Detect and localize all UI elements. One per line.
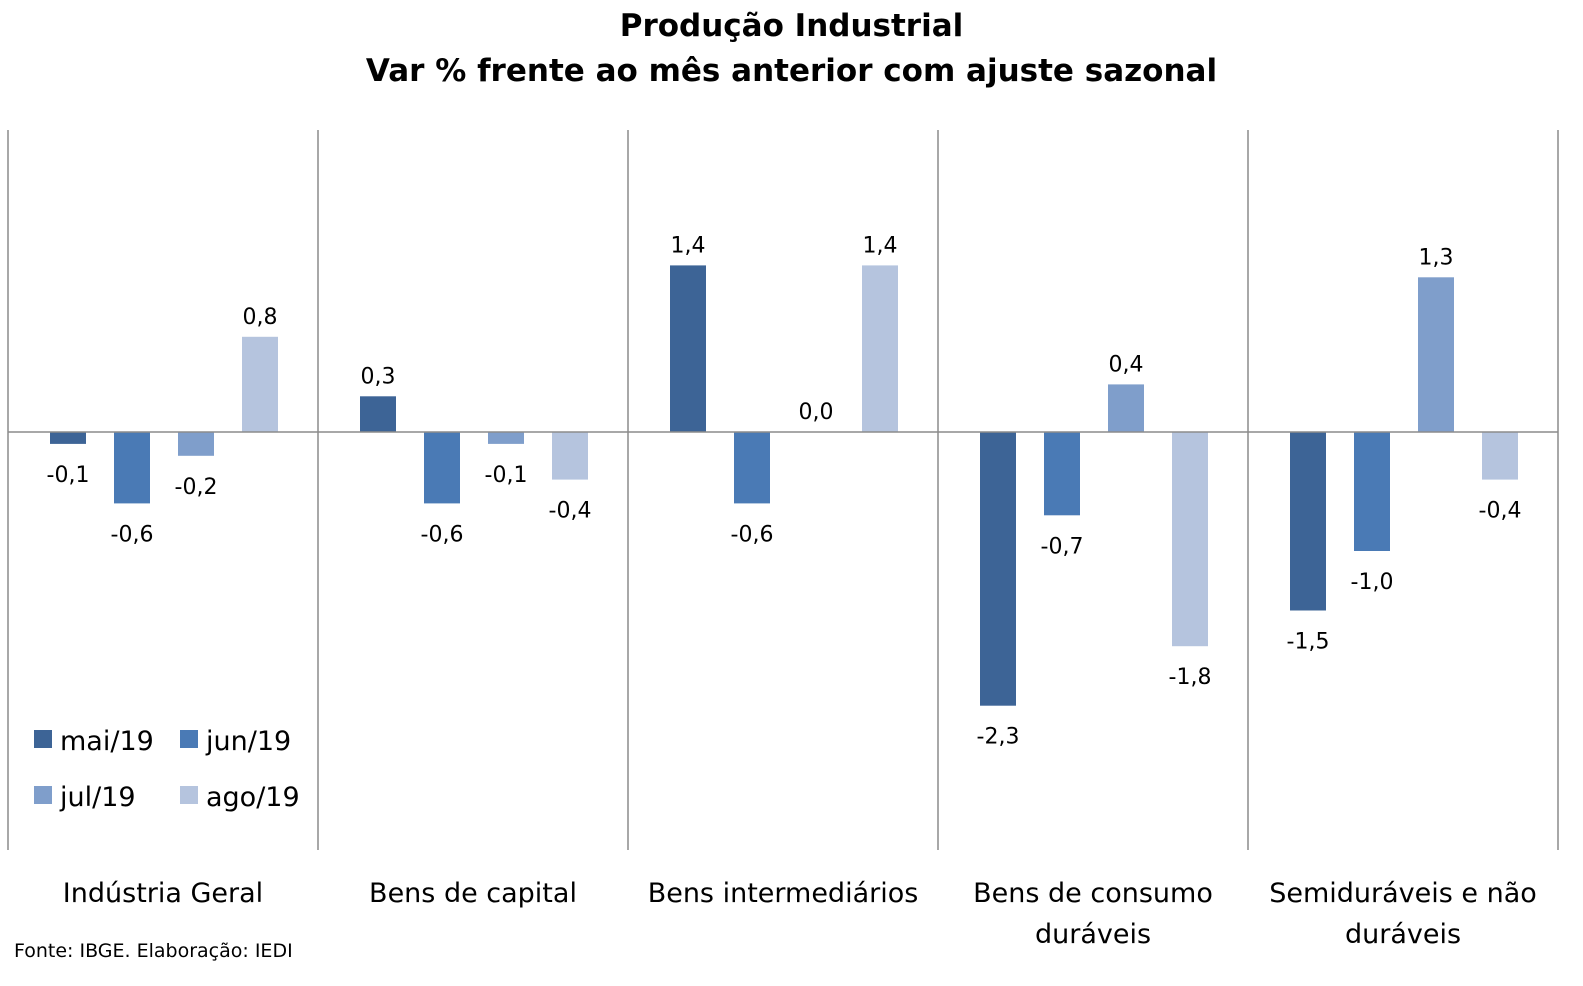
data-label: -0,6 (111, 522, 154, 547)
data-label: -0,1 (485, 463, 528, 488)
bar (488, 432, 524, 444)
data-label: 1,4 (671, 233, 706, 258)
data-label: 0,3 (361, 364, 396, 389)
bar (980, 432, 1016, 706)
legend-label: mai/19 (60, 726, 154, 757)
chart-subtitle: Var % frente ao mês anterior com ajuste … (365, 53, 1218, 89)
data-label: -0,7 (1041, 534, 1084, 559)
data-label: -0,4 (549, 499, 592, 524)
bar (360, 396, 396, 432)
bar (50, 432, 86, 444)
data-label: 0,0 (799, 400, 834, 425)
bar (1418, 277, 1454, 432)
data-label: -0,2 (175, 475, 218, 500)
data-label: 0,8 (243, 305, 278, 330)
bar (242, 336, 278, 432)
bar (424, 432, 460, 504)
bar (670, 265, 706, 432)
legend-swatch (180, 730, 198, 748)
data-label: 1,3 (1419, 245, 1454, 270)
legend-swatch (34, 786, 52, 804)
category-label: duráveis (1345, 919, 1461, 950)
category-label: Bens de capital (369, 878, 577, 909)
data-label: -2,3 (977, 725, 1020, 750)
bar (1108, 384, 1144, 432)
category-label: Indústria Geral (63, 878, 263, 909)
data-label: -0,6 (731, 522, 774, 547)
category-label: Bens intermediários (648, 878, 919, 909)
bar (1290, 432, 1326, 611)
category-label: Semiduráveis e não (1269, 878, 1537, 909)
bar (734, 432, 770, 504)
chart-title-block: Produção Industrial Var % frente ao mês … (0, 4, 1583, 94)
data-label: -0,4 (1479, 499, 1522, 524)
legend-label: jul/19 (59, 782, 136, 813)
data-label: -1,0 (1351, 570, 1394, 595)
source-note: Fonte: IBGE. Elaboração: IEDI (14, 940, 293, 962)
bar (862, 265, 898, 432)
bar (1044, 432, 1080, 516)
category-label: duráveis (1035, 919, 1151, 950)
data-label: -0,1 (47, 463, 90, 488)
data-label: -1,5 (1287, 630, 1330, 655)
data-label: 0,4 (1109, 352, 1144, 377)
data-label: -1,8 (1169, 665, 1212, 690)
bar (114, 432, 150, 504)
chart-title: Produção Industrial (619, 8, 964, 44)
data-label: 1,4 (863, 233, 898, 258)
legend-swatch (180, 786, 198, 804)
bar (1482, 432, 1518, 480)
legend-label: jun/19 (205, 726, 291, 757)
bar (178, 432, 214, 456)
bar (1172, 432, 1208, 647)
bar (1354, 432, 1390, 551)
bar (552, 432, 588, 480)
data-label: -0,6 (421, 522, 464, 547)
category-label: Bens de consumo (973, 878, 1213, 909)
legend-label: ago/19 (206, 782, 300, 813)
legend-swatch (34, 730, 52, 748)
